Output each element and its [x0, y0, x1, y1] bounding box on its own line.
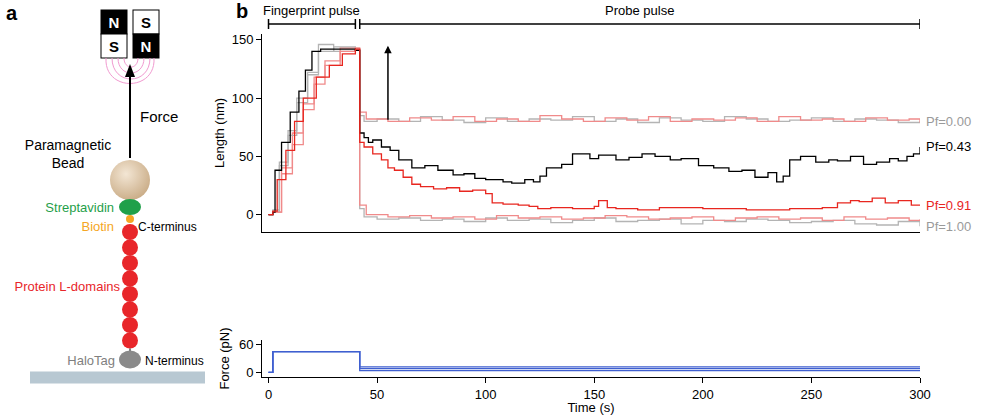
- svg-text:Pf=0.43: Pf=0.43: [926, 139, 971, 154]
- svg-text:Paramagnetic: Paramagnetic: [25, 137, 111, 153]
- svg-text:C-terminus: C-terminus: [138, 220, 197, 234]
- svg-text:Length (nm): Length (nm): [212, 98, 227, 168]
- svg-text:Fingerprint pulse: Fingerprint pulse: [263, 3, 360, 18]
- svg-text:Probe pulse: Probe pulse: [605, 3, 674, 18]
- svg-text:300: 300: [909, 387, 931, 402]
- svg-text:50: 50: [239, 149, 253, 164]
- svg-text:Pf=0.91: Pf=0.91: [926, 198, 971, 213]
- html-text:b: b: [236, 0, 249, 22]
- svg-text:100: 100: [475, 387, 497, 402]
- svg-text:Biotin: Biotin: [81, 219, 114, 234]
- svg-text:N-terminus: N-terminus: [145, 354, 204, 368]
- svg-text:a: a: [6, 2, 18, 24]
- svg-text:Force (pN): Force (pN): [217, 327, 232, 389]
- svg-text:250: 250: [801, 387, 823, 402]
- svg-text:0: 0: [246, 207, 253, 222]
- svg-text:100: 100: [232, 91, 254, 106]
- svg-text:200: 200: [692, 387, 714, 402]
- svg-text:Pf=0.00: Pf=0.00: [926, 114, 971, 129]
- svg-text:S: S: [141, 14, 151, 31]
- svg-text:Bead: Bead: [52, 155, 85, 171]
- svg-text:50: 50: [370, 387, 384, 402]
- svg-text:N: N: [109, 14, 120, 31]
- svg-text:60: 60: [239, 337, 253, 352]
- svg-text:S: S: [109, 38, 119, 55]
- svg-text:Protein L-domains: Protein L-domains: [15, 279, 121, 294]
- svg-text:Force: Force: [140, 108, 178, 125]
- svg-text:0: 0: [246, 365, 253, 380]
- svg-text:Pf=1.00: Pf=1.00: [926, 219, 971, 234]
- svg-text:N: N: [141, 38, 152, 55]
- svg-text:150: 150: [232, 32, 254, 47]
- svg-text:0: 0: [265, 387, 272, 402]
- svg-text:HaloTag: HaloTag: [67, 353, 115, 368]
- svg-text:Time (s): Time (s): [567, 400, 614, 415]
- svg-text:150: 150: [583, 387, 605, 402]
- svg-text:Streptavidin: Streptavidin: [45, 200, 114, 215]
